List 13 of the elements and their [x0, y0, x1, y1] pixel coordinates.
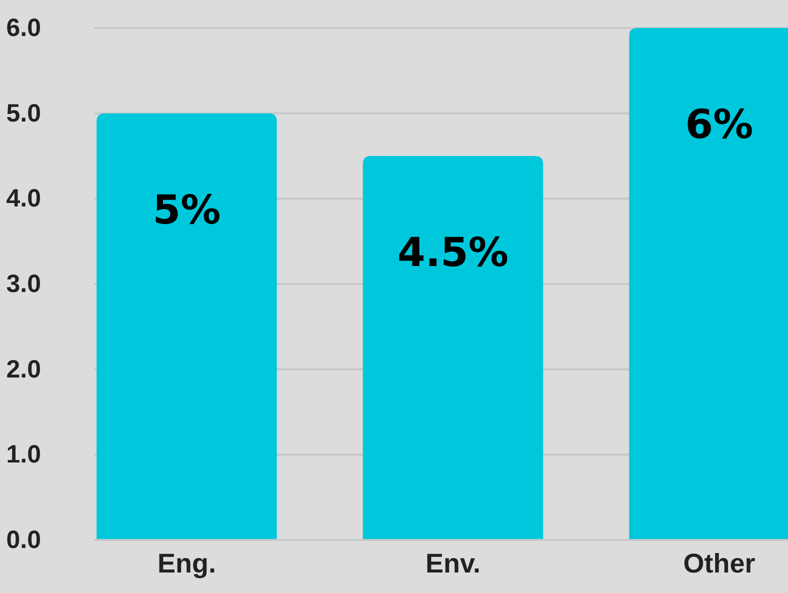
- data-label: 5%: [152, 187, 221, 234]
- y-tick-label: 2.0: [6, 355, 41, 384]
- y-tick-label: 3.0: [6, 270, 41, 298]
- y-tick-label: 0.0: [6, 526, 41, 554]
- y-tick-label: 1.0: [6, 440, 41, 469]
- y-tick-label: 5.0: [6, 99, 41, 128]
- data-label: 6%: [685, 102, 754, 148]
- x-tick-label: Env.: [425, 548, 481, 579]
- y-tick-label: 6.0: [6, 14, 41, 42]
- data-label: 4.5%: [398, 230, 508, 276]
- y-tick-label: 4.0: [6, 184, 41, 213]
- x-tick-label: Other: [683, 548, 756, 579]
- x-tick-label: Eng.: [157, 548, 216, 579]
